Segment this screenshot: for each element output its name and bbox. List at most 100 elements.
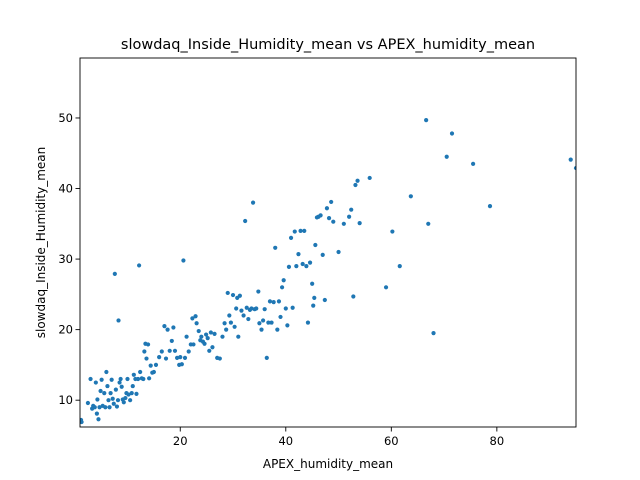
data-point xyxy=(94,411,99,416)
data-point xyxy=(165,327,170,332)
y-tick-label: 30 xyxy=(58,252,73,266)
data-point xyxy=(88,376,93,382)
data-point xyxy=(159,349,164,354)
data-point xyxy=(302,228,307,233)
data-point xyxy=(80,419,84,425)
data-point xyxy=(313,242,318,248)
data-point xyxy=(112,271,117,276)
data-point xyxy=(169,338,174,344)
data-point xyxy=(134,391,139,396)
data-point xyxy=(424,117,429,123)
data-point xyxy=(318,213,323,218)
data-point xyxy=(142,349,147,354)
data-point xyxy=(271,300,276,305)
data-point xyxy=(131,372,136,377)
data-point xyxy=(351,294,356,299)
data-point xyxy=(128,398,133,403)
data-point xyxy=(243,218,248,224)
data-point xyxy=(99,377,104,382)
data-point xyxy=(357,221,362,226)
data-point xyxy=(148,363,153,368)
data-point xyxy=(347,214,352,219)
data-point xyxy=(108,391,113,396)
data-point xyxy=(204,332,209,337)
data-point xyxy=(256,289,261,294)
data-point xyxy=(97,405,102,410)
data-point xyxy=(107,405,112,410)
data-point xyxy=(130,383,135,389)
data-point xyxy=(310,281,315,286)
data-point xyxy=(111,401,116,406)
data-point xyxy=(199,334,204,339)
x-tick-label: 60 xyxy=(384,434,399,448)
data-point xyxy=(285,323,290,328)
data-point xyxy=(138,369,143,375)
data-point xyxy=(244,305,249,310)
data-point xyxy=(121,400,126,405)
data-point xyxy=(116,318,121,323)
data-point xyxy=(220,334,225,339)
data-point xyxy=(205,336,210,341)
data-point xyxy=(336,249,341,255)
data-point xyxy=(103,405,108,410)
data-point xyxy=(157,355,162,360)
data-point xyxy=(326,216,332,221)
data-point xyxy=(320,252,325,257)
data-point xyxy=(98,388,103,394)
y-axis-label: slowdaq_Inside_Humidity_mean xyxy=(34,147,48,339)
plot-frame xyxy=(79,57,577,428)
data-point xyxy=(444,154,449,159)
data-point xyxy=(329,199,334,205)
data-point xyxy=(224,327,229,332)
x-tick-label: 40 xyxy=(278,434,293,448)
data-point xyxy=(228,320,234,325)
data-point xyxy=(167,348,172,353)
data-point xyxy=(367,175,372,181)
data-point xyxy=(171,325,176,330)
data-point xyxy=(279,285,285,290)
data-point xyxy=(305,320,311,325)
data-point xyxy=(232,324,237,329)
data-point xyxy=(105,383,110,389)
data-point xyxy=(163,356,169,361)
data-point xyxy=(182,355,188,360)
data-point xyxy=(239,308,244,313)
data-point xyxy=(262,307,267,312)
data-points xyxy=(80,117,576,425)
data-point xyxy=(266,320,271,325)
data-point xyxy=(217,356,222,361)
data-point xyxy=(147,376,152,381)
data-point xyxy=(162,324,167,329)
data-point xyxy=(230,292,236,298)
data-point xyxy=(236,334,241,339)
data-point xyxy=(275,327,280,332)
data-point xyxy=(145,342,151,347)
data-point xyxy=(304,264,309,269)
data-point xyxy=(179,362,184,367)
y-tick-label: 10 xyxy=(58,393,73,407)
data-point xyxy=(246,316,251,322)
data-point xyxy=(383,285,389,290)
data-point xyxy=(181,258,186,263)
data-point xyxy=(210,345,215,350)
data-point xyxy=(172,348,178,353)
data-point xyxy=(208,330,213,335)
data-point xyxy=(283,306,288,311)
data-point xyxy=(431,331,436,336)
data-point xyxy=(96,417,101,422)
x-tick-label: 80 xyxy=(490,434,505,448)
data-point xyxy=(109,377,114,382)
data-point xyxy=(259,327,264,332)
data-point xyxy=(115,398,121,403)
data-point xyxy=(241,313,246,318)
data-point xyxy=(568,157,573,162)
y-tick-label: 50 xyxy=(58,111,73,125)
x-tick-label: 20 xyxy=(173,434,188,448)
data-point xyxy=(261,318,266,323)
data-point xyxy=(281,278,286,283)
data-point xyxy=(202,341,207,346)
data-point xyxy=(397,264,402,269)
chart-title: slowdaq_Inside_Humidity_mean vs APEX_hum… xyxy=(121,37,535,53)
data-point xyxy=(290,305,295,310)
data-point xyxy=(298,228,303,233)
